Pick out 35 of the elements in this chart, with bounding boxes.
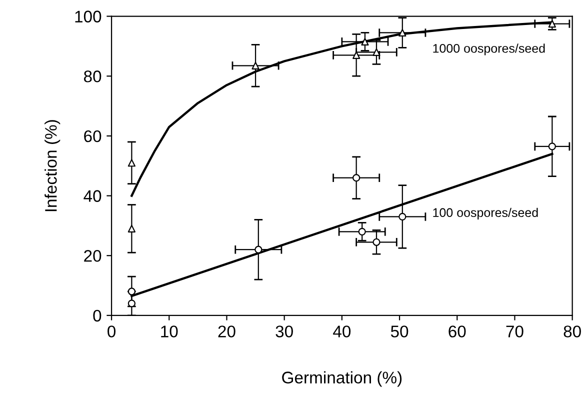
series-label: 100 oospores/seed: [433, 208, 538, 220]
y-tick-label: 100: [75, 10, 102, 22]
x-tick-label: 40: [333, 326, 351, 338]
y-axis-title: Infection (%): [44, 120, 60, 212]
x-tick-label: 20: [218, 326, 236, 338]
point: [128, 224, 136, 232]
x-tick-label: 60: [448, 326, 466, 338]
y-tick-label: 20: [84, 250, 102, 262]
point: [398, 28, 406, 37]
point: [254, 246, 262, 254]
point: [358, 228, 366, 236]
x-tick-label: 50: [390, 326, 408, 338]
point: [128, 300, 136, 308]
point: [398, 212, 406, 221]
y-tick-label: 0: [93, 310, 102, 322]
y-tick-label: 40: [84, 190, 102, 202]
x-axis-title: Germination (%): [282, 371, 402, 387]
x-tick-label: 80: [564, 326, 581, 338]
point: [548, 142, 556, 150]
point: [352, 51, 360, 59]
series-label: 1000 oospores/seed: [433, 44, 545, 56]
y-tick-label: 60: [84, 130, 102, 142]
y-tick-label: 80: [84, 70, 102, 82]
point: [128, 159, 136, 167]
point: [128, 288, 136, 296]
x-tick-label: 0: [108, 326, 116, 338]
point: [372, 48, 380, 56]
point: [372, 238, 380, 246]
point: [361, 38, 369, 46]
point: [548, 20, 556, 28]
x-tick-label: 10: [161, 326, 178, 338]
x-tick-label: 70: [506, 326, 524, 338]
point: [352, 174, 360, 182]
x-tick-label: 30: [276, 326, 293, 338]
point: [252, 62, 260, 70]
